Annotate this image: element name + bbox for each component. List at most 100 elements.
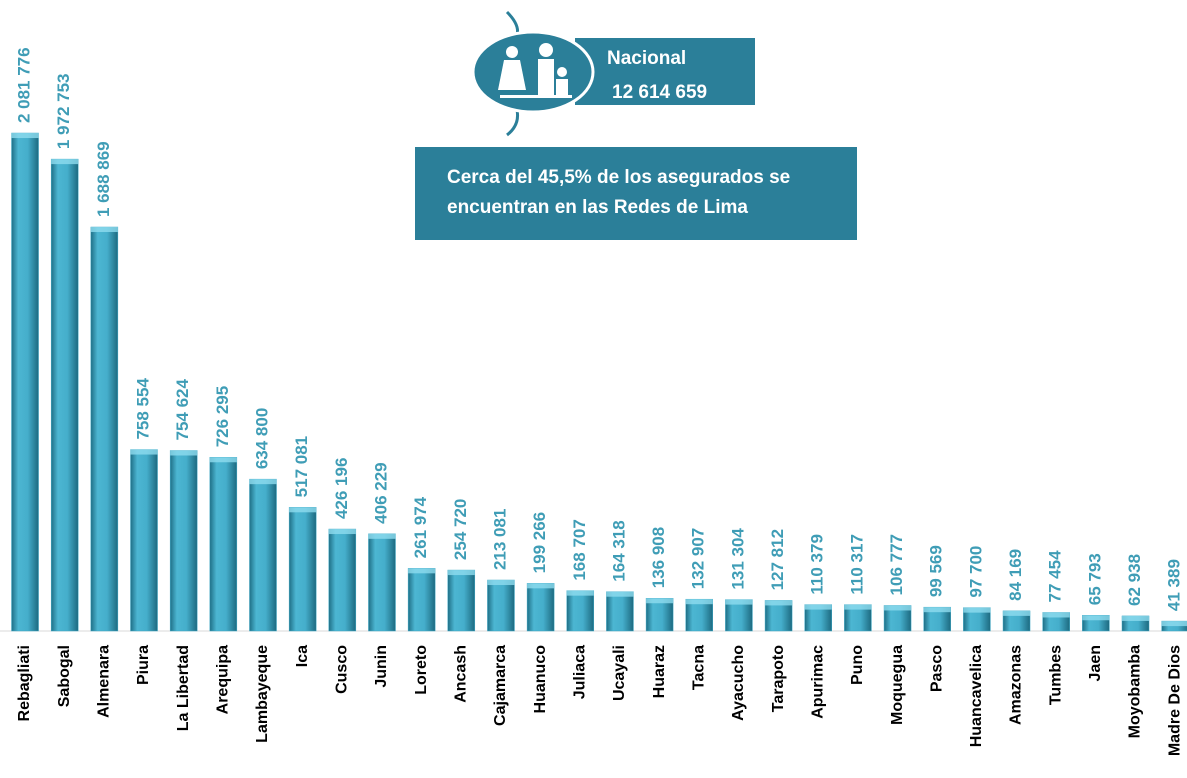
bar (288, 507, 317, 632)
x-tick-label: Amazonas (1008, 645, 1025, 725)
bar (447, 569, 476, 632)
value-label: 213 081 (490, 509, 509, 570)
value-label: 99 569 (927, 545, 946, 597)
value-label: 168 707 (570, 519, 589, 580)
bar (487, 579, 515, 632)
x-tick-label: Tumbes (1047, 645, 1064, 705)
x-tick-label: Cusco (334, 645, 351, 694)
value-label: 97 700 (966, 546, 985, 598)
bar-cap (1082, 615, 1110, 621)
bar (209, 457, 238, 632)
bar-cap (1122, 615, 1150, 621)
national-label: Nacional (607, 48, 686, 69)
bar (328, 528, 357, 632)
bar-cap (527, 583, 555, 589)
x-tick-label: Lambayeque (254, 645, 271, 743)
bar (130, 449, 158, 632)
value-label: 77 454 (1046, 550, 1065, 603)
bar-cap (1042, 612, 1070, 618)
x-tick-label: Tacna (690, 645, 707, 690)
bar-cap (447, 570, 475, 576)
value-label: 726 295 (213, 386, 232, 447)
value-label: 41 389 (1165, 559, 1184, 611)
bar-cap (1003, 610, 1031, 616)
x-tick-label: Almenara (96, 645, 113, 718)
bar-cap (209, 457, 237, 463)
value-label: 426 196 (332, 458, 351, 519)
value-label: 406 229 (371, 462, 390, 523)
value-label: 65 793 (1085, 553, 1104, 605)
bar-cap (90, 227, 118, 233)
value-label: 1 688 869 (94, 141, 113, 217)
x-tick-label: Ucayali (611, 645, 628, 701)
bar (407, 568, 436, 632)
x-tick-label: Ayacucho (730, 645, 747, 721)
value-label: 199 266 (530, 512, 549, 573)
bar-cap (923, 607, 951, 613)
value-label: 164 318 (609, 520, 628, 581)
value-label: 127 812 (768, 529, 787, 590)
value-label: 254 720 (451, 499, 470, 560)
bar-cap (408, 568, 436, 574)
bar (368, 533, 396, 632)
bar-cap (1161, 621, 1187, 627)
bar (526, 583, 555, 632)
value-label: 106 777 (887, 534, 906, 595)
value-label: 1 972 753 (54, 73, 73, 149)
family-figures (498, 43, 572, 98)
bar-cap (249, 479, 277, 485)
bar (90, 226, 119, 632)
bar-cap (685, 599, 713, 605)
x-tick-label: Jaen (1087, 645, 1104, 681)
value-label: 754 624 (173, 378, 192, 440)
x-tick-label: Rebagliati (16, 645, 33, 721)
x-tick-label: Cajamarca (492, 645, 509, 726)
value-label: 131 304 (728, 528, 747, 590)
annotation-box (415, 147, 857, 240)
x-tick-label: Huanuco (532, 645, 549, 714)
x-tick-label: Tarapoto (770, 645, 787, 712)
bar-cap (11, 133, 39, 139)
value-label: 261 974 (411, 496, 430, 558)
value-label: 634 800 (252, 408, 271, 469)
bar-cap (289, 507, 317, 513)
bar (50, 158, 79, 632)
bar (566, 590, 595, 632)
bar-cap (765, 600, 793, 606)
x-tick-label: Ancash (453, 645, 470, 703)
bar (606, 591, 634, 632)
value-label: 517 081 (292, 436, 311, 497)
national-value: 12 614 659 (612, 82, 707, 103)
x-tick-label: La Libertad (175, 645, 192, 731)
national-box (575, 38, 755, 105)
x-tick-label: Puno (849, 645, 866, 685)
bar (249, 478, 277, 632)
x-tick-label: Juliaca (571, 645, 588, 699)
bar-cap (963, 607, 991, 613)
value-label: 84 169 (1006, 549, 1025, 601)
family-icon (471, 30, 595, 114)
x-tick-label: Moyobamba (1127, 645, 1144, 738)
bar-cap (844, 604, 872, 610)
x-tick-label: Pasco (928, 645, 945, 692)
value-label: 132 907 (689, 528, 708, 589)
annotation-line: Cerca del 45,5% de los asegurados se (447, 167, 790, 188)
x-tick-label: Madre De Dios (1166, 645, 1183, 756)
bar-cap (51, 159, 79, 165)
x-tick-label: Arequipa (215, 645, 232, 714)
value-label: 2 081 776 (15, 47, 34, 123)
x-tick-label: Apurimac (809, 645, 826, 719)
value-label: 136 908 (649, 527, 668, 588)
bar-cap (170, 450, 198, 456)
x-tick-label: Ica (294, 645, 311, 667)
value-label: 110 379 (808, 534, 827, 595)
x-tick-label: Sabogal (56, 645, 73, 707)
bar-cap (368, 533, 396, 539)
bar (169, 450, 198, 632)
bar-cap (566, 590, 594, 596)
value-label: 110 317 (847, 534, 866, 595)
bar-cap (606, 591, 634, 597)
bar-cap (646, 598, 674, 604)
value-label: 62 938 (1125, 554, 1144, 606)
